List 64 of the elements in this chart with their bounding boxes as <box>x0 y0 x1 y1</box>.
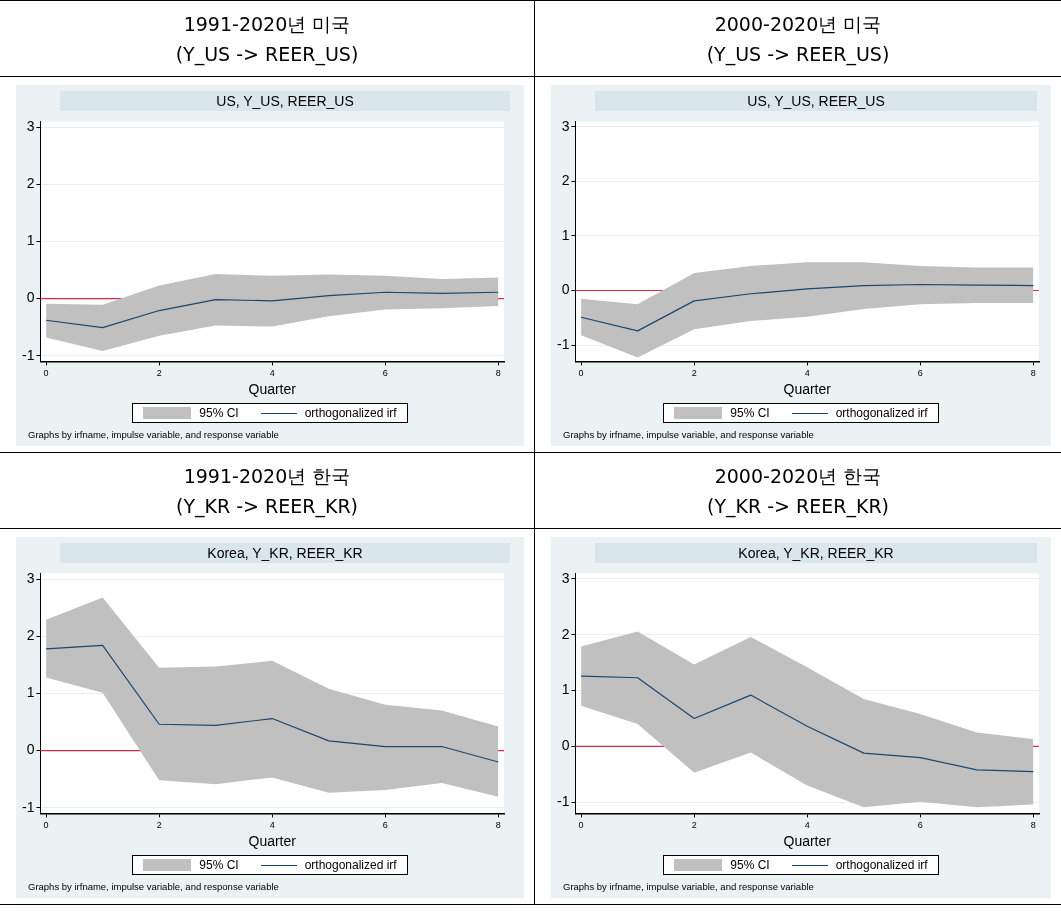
x-axis-title: Quarter <box>783 833 832 850</box>
text: Graphs by irfname, impulse variable, and response variable <box>563 429 815 440</box>
x-tick-label: 8 <box>1030 820 1036 831</box>
x-tick-label: 4 <box>269 820 275 831</box>
y-tick-label: 0 <box>561 737 570 754</box>
x-tick-label: 0 <box>43 820 49 831</box>
x-tick-label: 0 <box>578 820 584 831</box>
chart-title: 1991-2020년 미국 (Y_US -> REER_US) <box>0 1 534 77</box>
y-tick-label: 2 <box>561 172 570 189</box>
y-tick-label: 1 <box>561 681 570 698</box>
text: Graphs by irfname, impulse variable, and response variable <box>28 881 280 892</box>
text: 95% CI <box>730 406 770 420</box>
x-tick-label: 2 <box>691 368 697 379</box>
y-tick-label: 3 <box>561 117 570 134</box>
y-tick-label: 2 <box>26 627 35 644</box>
y-tick-label: 1 <box>26 232 35 249</box>
chart-title: 1991-2020년 한국 (Y_KR -> REER_KR) <box>0 453 534 529</box>
x-tick-label: 4 <box>269 368 275 379</box>
y-tick-label: -1 <box>22 798 35 815</box>
chart-title: 2000-2020년 미국 (Y_US -> REER_US) <box>535 1 1061 77</box>
x-tick-label: 6 <box>917 820 923 831</box>
y-tick-label: 3 <box>26 117 35 134</box>
x-axis-title: Quarter <box>248 381 297 398</box>
chart-subtitle: Korea, Y_KR, REER_KR <box>60 543 510 563</box>
x-tick-label: 6 <box>382 820 388 831</box>
legend-label: orthogonalized irf <box>835 858 928 872</box>
y-tick-label: 0 <box>26 741 35 758</box>
x-tick-label: 6 <box>382 368 388 379</box>
legend-label: orthogonalized irf <box>304 858 397 872</box>
x-tick-label: 8 <box>1030 368 1036 379</box>
x-tick-label: 0 <box>578 368 584 379</box>
chart-subtitle: US, Y_US, REER_US <box>595 91 1037 111</box>
chart-title: 2000-2020년 한국 (Y_KR -> REER_KR) <box>535 453 1061 529</box>
legend-label: orthogonalized irf <box>304 406 397 420</box>
text: Graphs by irfname, impulse variable, and response variable <box>28 429 280 440</box>
x-tick-label: 4 <box>804 368 810 379</box>
text: 95% CI <box>199 406 239 420</box>
x-tick-label: 2 <box>691 820 697 831</box>
y-tick-label: 2 <box>561 625 570 642</box>
text: 95% CI <box>730 858 770 872</box>
y-tick-label: -1 <box>22 346 35 363</box>
y-tick-label: 3 <box>561 569 570 586</box>
y-tick-label: -1 <box>557 793 570 810</box>
y-tick-label: 3 <box>26 569 35 586</box>
x-tick-label: 2 <box>156 820 162 831</box>
legend-label: orthogonalized irf <box>835 406 928 420</box>
text: 95% CI <box>199 858 239 872</box>
x-tick-label: 6 <box>917 368 923 379</box>
y-tick-label: 1 <box>561 226 570 243</box>
text: Graphs by irfname, impulse variable, and response variable <box>563 881 815 892</box>
x-tick-label: 8 <box>495 820 501 831</box>
x-tick-label: 2 <box>156 368 162 379</box>
y-tick-label: 0 <box>26 289 35 306</box>
x-tick-label: 0 <box>43 368 49 379</box>
y-tick-label: -1 <box>557 335 570 352</box>
y-tick-label: 1 <box>26 684 35 701</box>
y-tick-label: 0 <box>561 281 570 298</box>
chart-subtitle: US, Y_US, REER_US <box>60 91 510 111</box>
chart-subtitle: Korea, Y_KR, REER_KR <box>595 543 1037 563</box>
x-tick-label: 8 <box>495 368 501 379</box>
x-tick-label: 4 <box>804 820 810 831</box>
x-axis-title: Quarter <box>248 833 297 850</box>
x-axis-title: Quarter <box>783 381 832 398</box>
y-tick-label: 2 <box>26 175 35 192</box>
